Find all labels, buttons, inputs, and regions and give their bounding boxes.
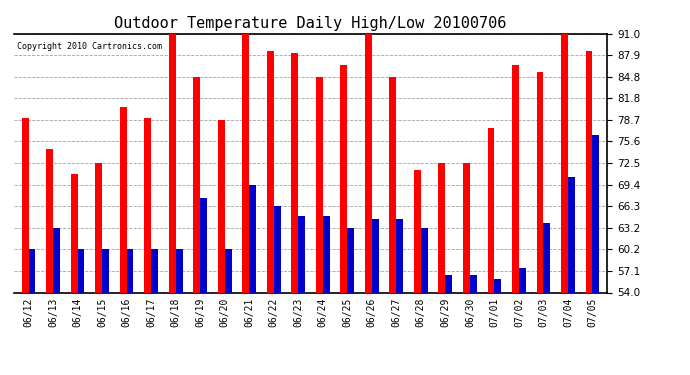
- Bar: [53, 228, 60, 292]
- Bar: [21, 118, 28, 292]
- Bar: [95, 163, 102, 292]
- Bar: [176, 249, 182, 292]
- Bar: [586, 51, 593, 292]
- Bar: [414, 170, 421, 292]
- Title: Outdoor Temperature Daily High/Low 20100706: Outdoor Temperature Daily High/Low 20100…: [115, 16, 506, 31]
- Bar: [218, 120, 225, 292]
- Bar: [46, 149, 53, 292]
- Bar: [200, 198, 207, 292]
- Bar: [169, 27, 176, 292]
- Bar: [561, 34, 568, 292]
- Bar: [495, 279, 501, 292]
- Bar: [70, 174, 77, 292]
- Bar: [77, 249, 84, 292]
- Bar: [126, 249, 133, 292]
- Bar: [193, 77, 200, 292]
- Bar: [298, 216, 305, 292]
- Bar: [439, 163, 445, 292]
- Bar: [372, 219, 379, 292]
- Bar: [537, 72, 544, 292]
- Text: Copyright 2010 Cartronics.com: Copyright 2010 Cartronics.com: [17, 42, 161, 51]
- Bar: [274, 207, 281, 292]
- Bar: [120, 107, 126, 292]
- Bar: [463, 163, 470, 292]
- Bar: [249, 185, 256, 292]
- Bar: [365, 34, 372, 292]
- Bar: [225, 249, 232, 292]
- Bar: [291, 53, 298, 292]
- Bar: [396, 219, 403, 292]
- Bar: [144, 118, 151, 292]
- Bar: [568, 177, 575, 292]
- Bar: [519, 268, 526, 292]
- Bar: [512, 65, 519, 292]
- Bar: [389, 77, 396, 292]
- Bar: [544, 223, 551, 292]
- Bar: [316, 77, 323, 292]
- Bar: [267, 51, 274, 292]
- Bar: [445, 275, 452, 292]
- Bar: [488, 128, 495, 292]
- Bar: [28, 249, 35, 292]
- Bar: [323, 216, 330, 292]
- Bar: [593, 135, 600, 292]
- Bar: [151, 249, 158, 292]
- Bar: [421, 228, 428, 292]
- Bar: [102, 249, 109, 292]
- Bar: [242, 34, 249, 292]
- Bar: [340, 65, 347, 292]
- Bar: [470, 275, 477, 292]
- Bar: [347, 228, 354, 292]
